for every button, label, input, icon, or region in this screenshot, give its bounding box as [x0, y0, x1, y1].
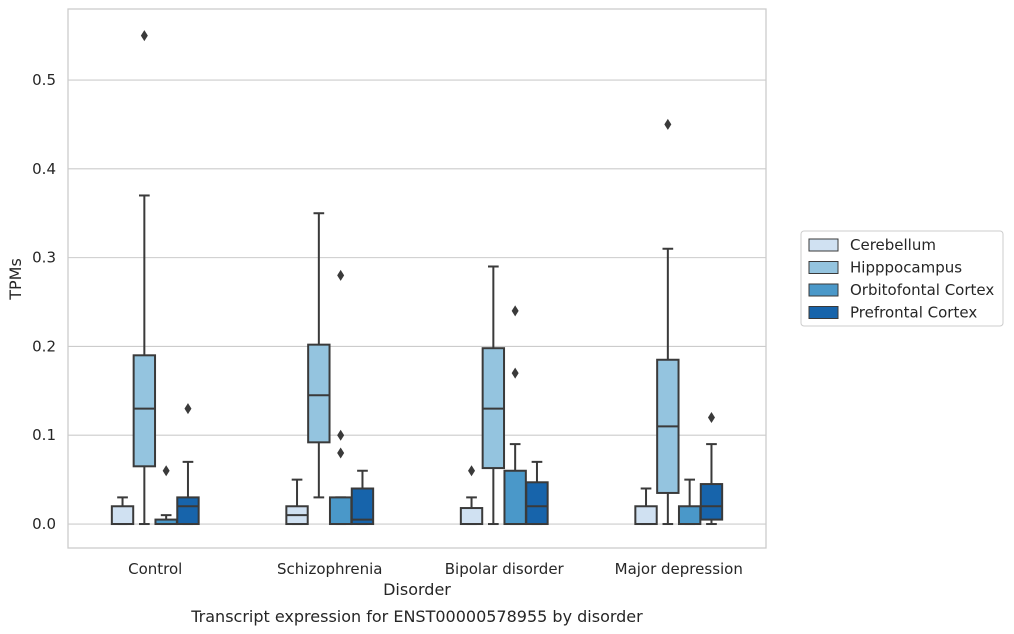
legend-swatch — [808, 261, 839, 274]
legend-label: Prefrontal Cortex — [850, 304, 977, 322]
outlier-point — [140, 30, 148, 42]
x-tick-label: Bipolar disorder — [445, 560, 565, 578]
outlier-point — [511, 305, 519, 317]
box-orbitofontal-cortex — [328, 269, 353, 526]
outlier-point — [337, 429, 345, 441]
box-hipppocampus — [481, 265, 506, 526]
chart-caption: Transcript expression for ENST0000057895… — [190, 607, 643, 626]
legend-swatch — [808, 283, 839, 297]
outlier-point — [511, 367, 519, 379]
legend-label: Orbitofontal Cortex — [850, 281, 994, 299]
legend-swatch — [808, 238, 839, 252]
y-tick-label: 0.3 — [32, 249, 56, 267]
box-orbitofontal-cortex — [503, 305, 527, 526]
box-cerebellum — [634, 487, 658, 526]
iqr-box — [350, 487, 375, 526]
box-cerebellum — [459, 465, 484, 526]
iqr-box — [525, 481, 549, 526]
outlier-point — [337, 447, 345, 459]
y-axis-title: TPMs — [6, 258, 25, 301]
x-tick-label: Schizophrenia — [277, 560, 382, 578]
outlier-point — [337, 269, 345, 281]
box-hipppocampus — [132, 30, 157, 526]
iqr-box — [328, 496, 353, 526]
box-prefrontal-cortex — [176, 403, 200, 526]
iqr-box — [503, 469, 527, 526]
outlier-point — [468, 465, 476, 477]
iqr-box — [634, 505, 658, 526]
box-prefrontal-cortex — [525, 460, 549, 526]
y-tick-label: 0.4 — [32, 160, 56, 178]
outlier-point — [162, 465, 170, 477]
x-tick-label: Control — [128, 560, 182, 578]
outlier-point — [707, 411, 715, 423]
iqr-box — [307, 343, 331, 444]
legend: Cerebellum Hipppocampus Orbitofontal Corte… — [800, 230, 1004, 327]
iqr-box — [110, 505, 135, 526]
box-prefrontal-cortex — [350, 469, 375, 526]
x-axis-title: Disorder — [383, 580, 451, 599]
box-orbitofontal-cortex — [677, 478, 702, 526]
iqr-box — [132, 354, 157, 468]
x-tick-label: Major depression — [615, 560, 743, 578]
box-prefrontal-cortex — [699, 411, 724, 526]
legend-swatch — [808, 306, 839, 319]
box-hipppocampus — [656, 118, 680, 526]
iqr-box — [176, 496, 200, 526]
legend-label: Hipppocampus — [850, 259, 962, 277]
y-tick-labels: 0.0 0.1 0.2 0.3 0.4 0.5 — [32, 71, 56, 533]
y-tick-label: 0.0 — [32, 515, 56, 533]
iqr-box — [699, 483, 724, 521]
iqr-box — [459, 507, 484, 526]
legend-frame — [800, 230, 1004, 327]
outlier-point — [184, 403, 192, 415]
plot-frame — [67, 8, 767, 549]
legend-label: Cerebellum — [850, 236, 936, 254]
box-cerebellum — [110, 496, 135, 526]
boxes-layer — [110, 30, 724, 526]
outlier-point — [664, 118, 672, 130]
iqr-box — [677, 505, 702, 526]
y-tick-label: 0.2 — [32, 337, 56, 355]
box-cerebellum — [285, 478, 309, 526]
box-hipppocampus — [307, 212, 331, 499]
x-tick-labels: Control Schizophrenia Bipolar disorder Majo… — [128, 560, 743, 578]
y-tick-label: 0.5 — [32, 71, 56, 89]
y-tick-label: 0.1 — [32, 426, 56, 444]
box-orbitofontal-cortex — [154, 465, 178, 526]
